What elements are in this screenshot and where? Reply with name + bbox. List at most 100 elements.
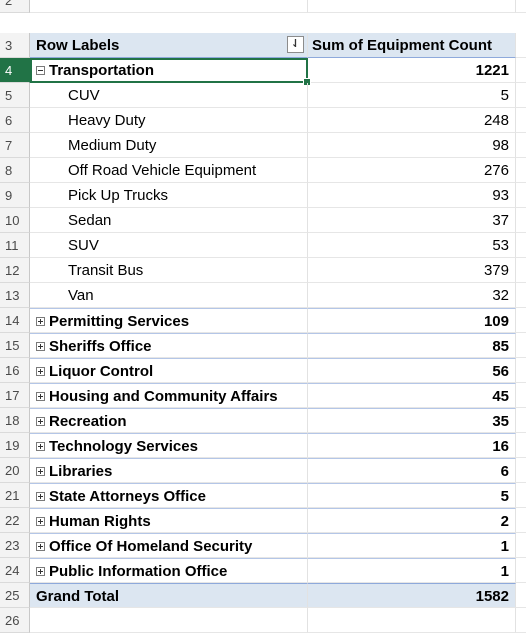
grand-total-label[interactable]: Grand Total [30, 583, 308, 608]
row-number[interactable]: 25 [0, 583, 30, 608]
pivot-group-row: 21 State Attorneys Office 5 [0, 483, 526, 508]
expand-icon[interactable] [36, 491, 45, 501]
group-value[interactable]: 1 [308, 558, 516, 583]
pivot-group-row: 24 Public Information Office 1 [0, 558, 526, 583]
row-number[interactable]: 2 [0, 0, 30, 13]
item-label[interactable]: Pick Up Trucks [30, 183, 308, 208]
group-label-cell[interactable]: Liquor Control [30, 358, 308, 383]
group-label-cell[interactable]: State Attorneys Office [30, 483, 308, 508]
expand-icon[interactable] [36, 316, 45, 326]
group-label-cell[interactable]: Office Of Homeland Security [30, 533, 308, 558]
group-label-cell[interactable]: Transportation [30, 58, 311, 86]
row-number[interactable]: 7 [0, 133, 30, 158]
row-number[interactable]: 3 [0, 33, 30, 58]
row-number[interactable]: 5 [0, 83, 30, 108]
item-label[interactable]: Medium Duty [30, 133, 308, 158]
group-value[interactable]: 109 [308, 308, 516, 333]
row-number[interactable]: 22 [0, 508, 30, 533]
group-value[interactable]: 5 [308, 483, 516, 508]
row-number[interactable]: 26 [0, 608, 30, 633]
pivot-item-row: 11 SUV 53 [0, 233, 526, 258]
item-value[interactable]: 37 [308, 208, 516, 233]
group-label: Permitting Services [49, 313, 190, 330]
group-label-cell[interactable]: Sheriffs Office [30, 333, 308, 358]
group-value[interactable]: 1221 [308, 58, 516, 83]
grand-total-value[interactable]: 1582 [308, 583, 516, 608]
cell[interactable] [30, 0, 308, 13]
row-number[interactable]: 6 [0, 108, 30, 133]
item-label[interactable]: Off Road Vehicle Equipment [30, 158, 308, 183]
pivot-group-row: 23 Office Of Homeland Security 1 [0, 533, 526, 558]
row-number[interactable]: 16 [0, 358, 30, 383]
row-number[interactable]: 8 [0, 158, 30, 183]
row-number[interactable]: 18 [0, 408, 30, 433]
collapse-icon[interactable] [36, 65, 45, 75]
row-number[interactable]: 15 [0, 333, 30, 358]
item-label[interactable]: SUV [30, 233, 308, 258]
group-label-cell[interactable]: Human Rights [30, 508, 308, 533]
expand-icon[interactable] [36, 391, 45, 401]
group-value[interactable]: 56 [308, 358, 516, 383]
item-value[interactable]: 5 [308, 83, 516, 108]
expand-icon[interactable] [36, 366, 45, 376]
group-value[interactable]: 45 [308, 383, 516, 408]
filter-dropdown-icon[interactable]: ⇃ [287, 36, 304, 53]
item-value[interactable]: 248 [308, 108, 516, 133]
group-label-cell[interactable]: Public Information Office [30, 558, 308, 583]
group-value[interactable]: 85 [308, 333, 516, 358]
row-number[interactable]: 23 [0, 533, 30, 558]
item-value[interactable]: 98 [308, 133, 516, 158]
item-value[interactable]: 379 [308, 258, 516, 283]
item-value[interactable]: 93 [308, 183, 516, 208]
group-value[interactable]: 2 [308, 508, 516, 533]
group-label-cell[interactable]: Technology Services [30, 433, 308, 458]
row-number[interactable]: 20 [0, 458, 30, 483]
expand-icon[interactable] [36, 441, 45, 451]
row-number[interactable]: 24 [0, 558, 30, 583]
group-label: Public Information Office [49, 563, 228, 580]
item-label[interactable]: Heavy Duty [30, 108, 308, 133]
cell[interactable] [30, 608, 308, 633]
row-number[interactable]: 19 [0, 433, 30, 458]
row-number[interactable]: 4 [0, 58, 30, 83]
row-number[interactable]: 14 [0, 308, 30, 333]
item-value[interactable]: 53 [308, 233, 516, 258]
expand-icon[interactable] [36, 541, 45, 551]
group-value[interactable]: 35 [308, 408, 516, 433]
group-label-cell[interactable]: Housing and Community Affairs [30, 383, 308, 408]
cell[interactable] [308, 0, 516, 13]
expand-icon[interactable] [36, 566, 45, 576]
item-label[interactable]: Transit Bus [30, 258, 308, 283]
expand-icon[interactable] [36, 341, 45, 351]
item-value[interactable]: 276 [308, 158, 516, 183]
pivot-group-row: 22 Human Rights 2 [0, 508, 526, 533]
row-number[interactable]: 12 [0, 258, 30, 283]
item-value[interactable]: 32 [308, 283, 516, 308]
group-label-cell[interactable]: Recreation [30, 408, 308, 433]
row-labels-text: Row Labels [36, 37, 120, 54]
expand-icon[interactable] [36, 466, 45, 476]
row-number[interactable]: 10 [0, 208, 30, 233]
row-number[interactable]: 9 [0, 183, 30, 208]
expand-icon[interactable] [36, 416, 45, 426]
group-label: Office Of Homeland Security [49, 538, 253, 555]
pivot-item-row: 8 Off Road Vehicle Equipment 276 [0, 158, 526, 183]
row-number[interactable]: 13 [0, 283, 30, 308]
group-value[interactable]: 6 [308, 458, 516, 483]
row-labels-header[interactable]: Row Labels ⇃ [30, 33, 308, 58]
pivot-group-row: 14 Permitting Services 109 [0, 308, 526, 333]
item-label[interactable]: CUV [30, 83, 308, 108]
group-label-cell[interactable]: Libraries [30, 458, 308, 483]
expand-icon[interactable] [36, 516, 45, 526]
pivot-group-row: 16 Liquor Control 56 [0, 358, 526, 383]
cell[interactable] [308, 608, 516, 633]
item-label[interactable]: Sedan [30, 208, 308, 233]
value-field-header[interactable]: Sum of Equipment Count [308, 33, 516, 58]
row-number[interactable]: 21 [0, 483, 30, 508]
group-label-cell[interactable]: Permitting Services [30, 308, 308, 333]
group-value[interactable]: 16 [308, 433, 516, 458]
item-label[interactable]: Van [30, 283, 308, 308]
row-number[interactable]: 17 [0, 383, 30, 408]
row-number[interactable]: 11 [0, 233, 30, 258]
group-value[interactable]: 1 [308, 533, 516, 558]
